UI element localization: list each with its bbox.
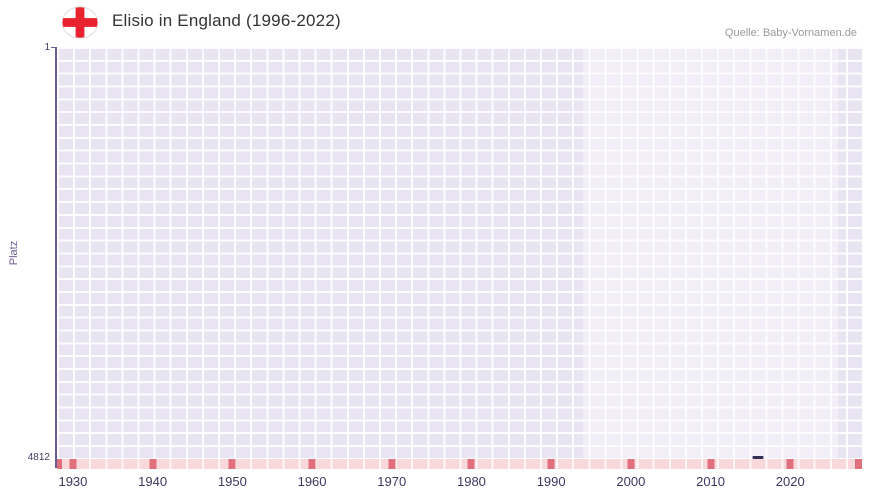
x-tick-label: 1960 [297, 474, 327, 489]
x-axis-decade-mark [547, 459, 555, 469]
x-tick-label: 1930 [58, 474, 88, 489]
england-flag-icon [61, 6, 99, 39]
x-tick-label: 2000 [616, 474, 646, 489]
data-period-band [583, 47, 839, 458]
x-axis-edge-mark [57, 459, 62, 469]
x-axis-decade-mark [467, 459, 475, 469]
x-axis-decade-mark [707, 459, 715, 469]
y-axis-line [55, 47, 57, 468]
x-tick-label: 1950 [217, 474, 247, 489]
y-tick-max: 4812 [27, 452, 50, 463]
y-tick-min: 1 [44, 42, 50, 53]
x-axis-labels: 1930 1940 1950 1960 1970 1980 1990 2000 2010 2020 [57, 474, 862, 494]
source-credit: Quelle: Baby-Vornamen.de [724, 27, 857, 39]
chart-title: Elisio in England (1996-2022) [112, 11, 341, 30]
x-axis-decade-mark [69, 459, 77, 469]
x-axis-decade-mark [388, 459, 396, 469]
y-axis-tick-mark [51, 47, 56, 48]
x-tick-label: 2010 [696, 474, 726, 489]
x-axis-decade-mark [308, 459, 316, 469]
x-tick-label: 1970 [377, 474, 407, 489]
x-tick-label: 1940 [138, 474, 168, 489]
x-axis-decade-mark [149, 459, 157, 469]
y-axis-title: Platz [8, 240, 20, 266]
series-point [752, 456, 764, 459]
x-tick-label: 1980 [456, 474, 486, 489]
x-axis-edge-mark [855, 459, 862, 469]
x-axis-decade-mark [627, 459, 635, 469]
x-axis-decade-mark [228, 459, 236, 469]
x-tick-label: 1990 [536, 474, 566, 489]
x-axis-strip [57, 459, 862, 469]
x-tick-label: 2020 [775, 474, 805, 489]
plot-area [57, 47, 862, 459]
x-axis-decade-mark [786, 459, 794, 469]
